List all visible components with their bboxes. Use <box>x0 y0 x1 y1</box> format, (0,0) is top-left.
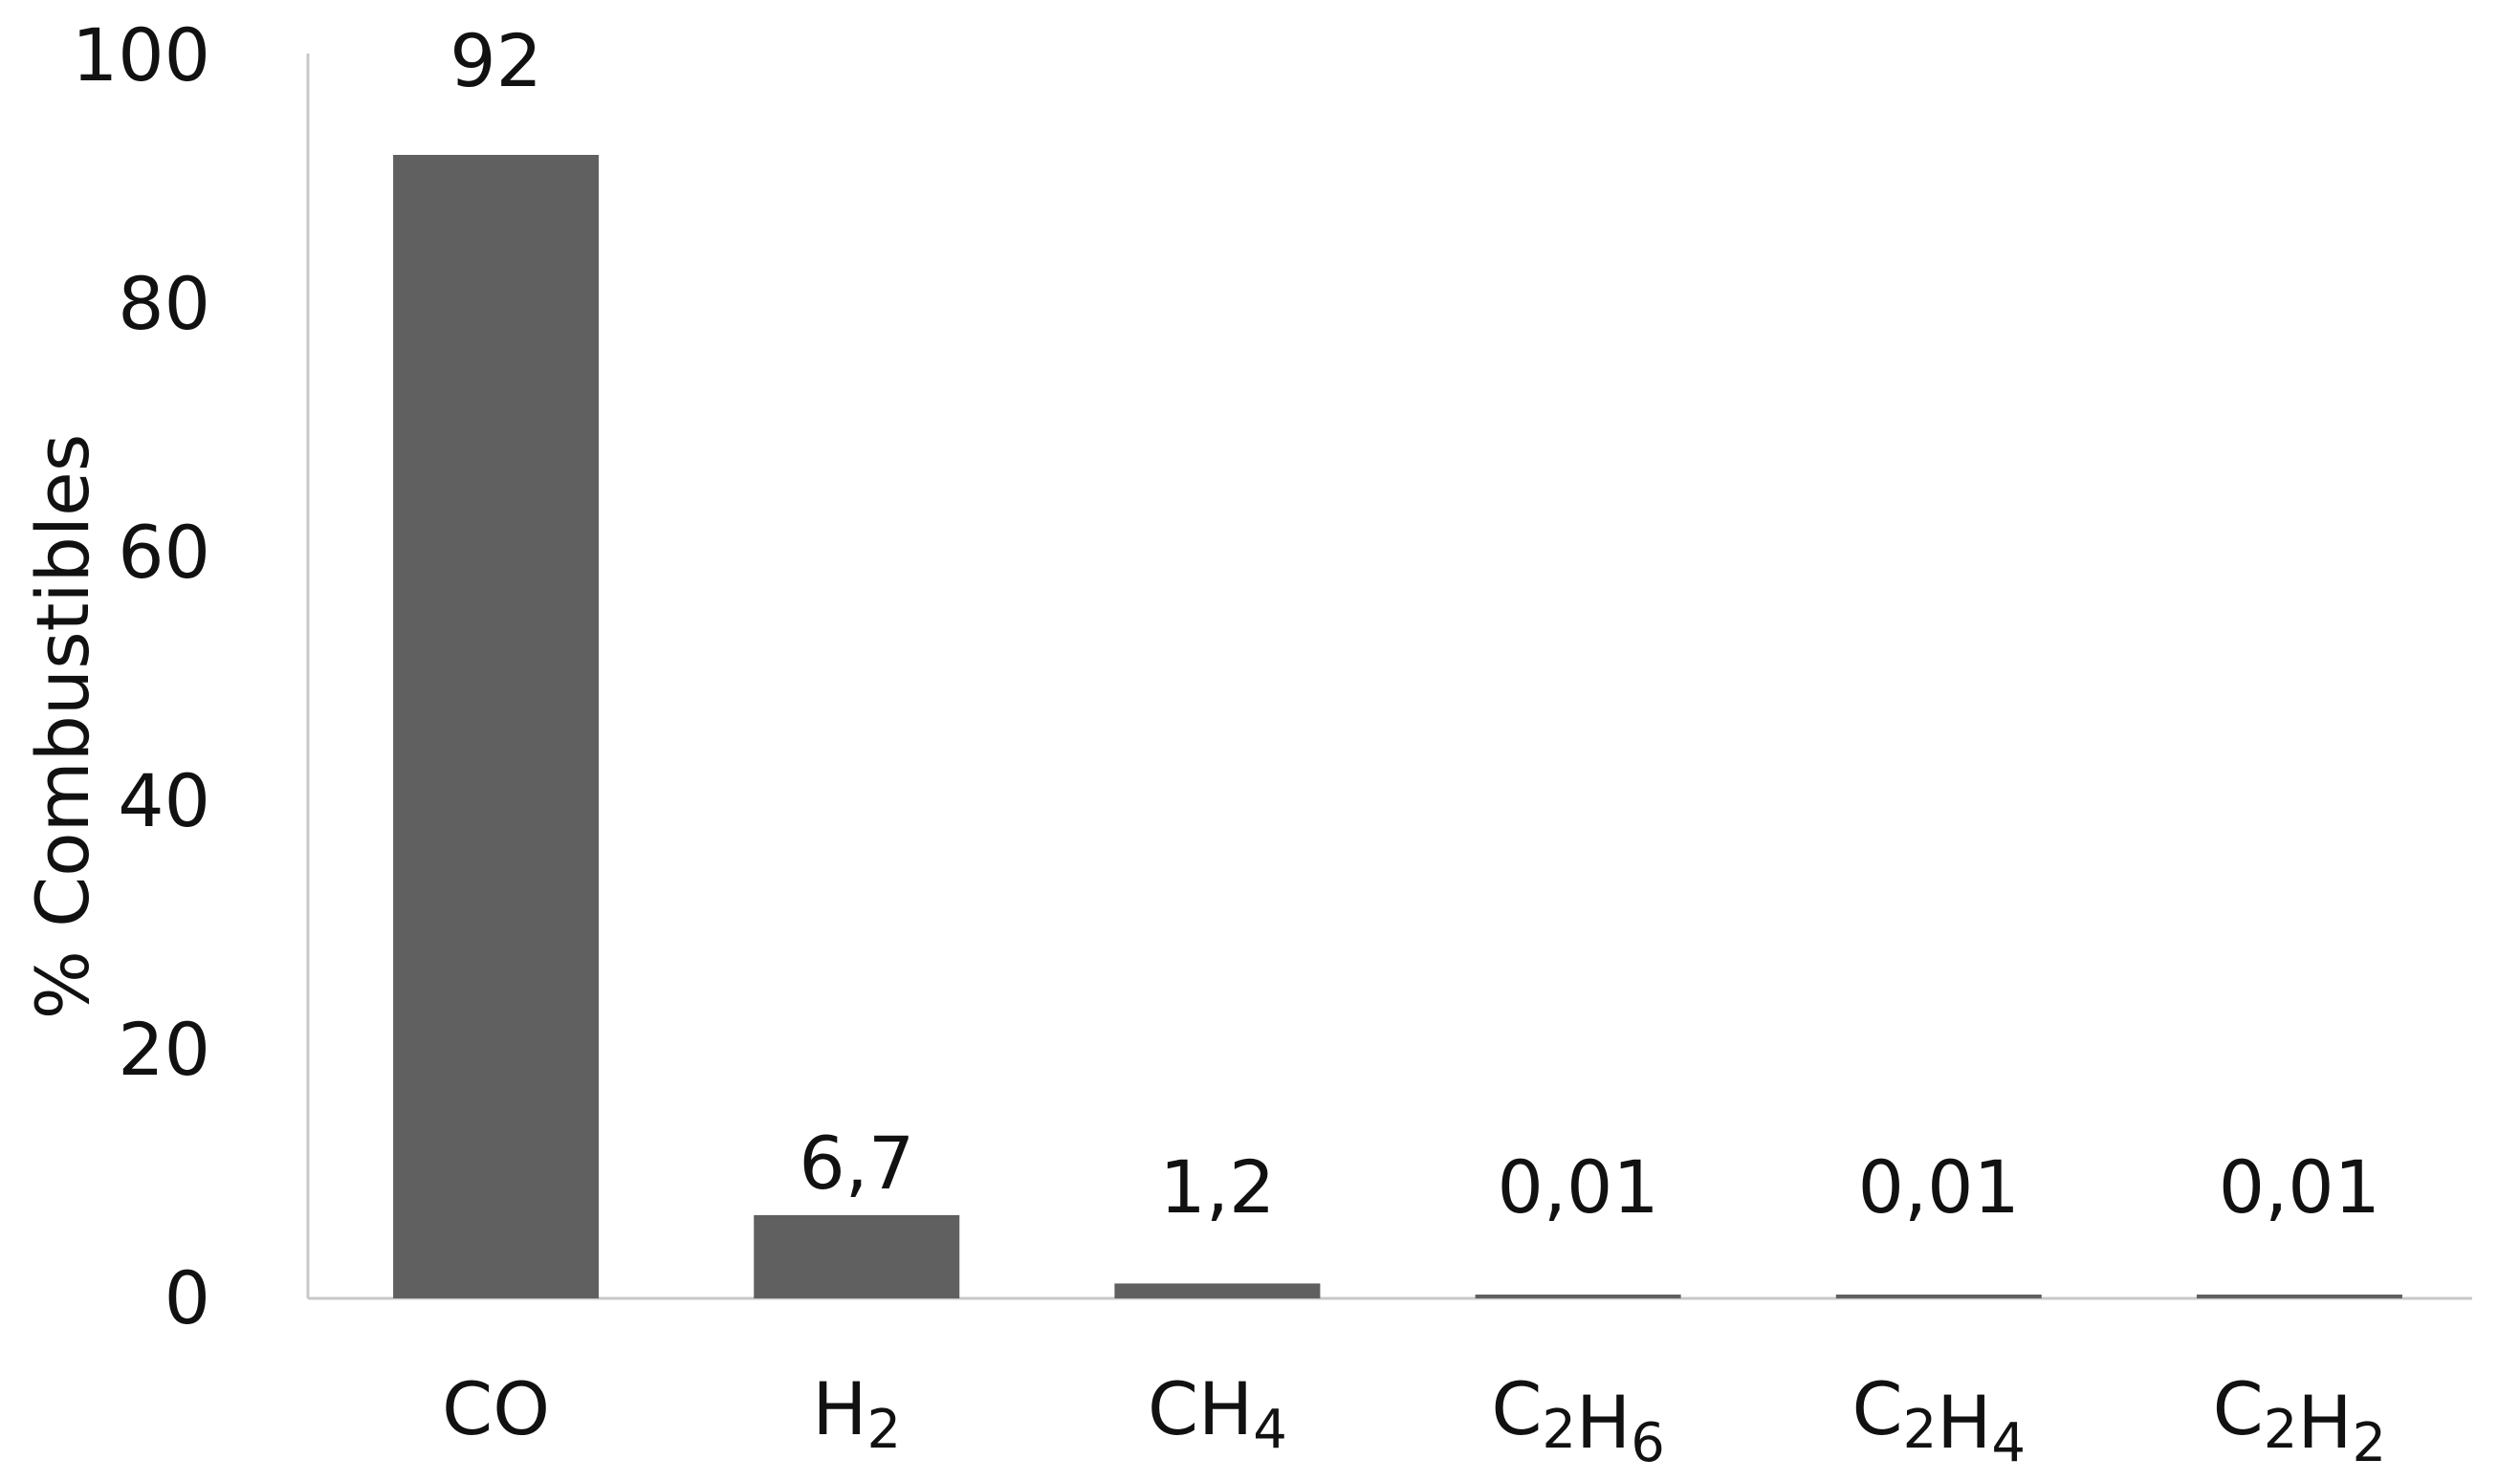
data-label: 1,2 <box>1159 1144 1275 1230</box>
y-axis-title-group: % Combustibles <box>20 434 105 1020</box>
y-tick-label: 100 <box>72 12 210 98</box>
bar-c2h2 <box>2196 1295 2402 1298</box>
y-tick-label: 60 <box>118 510 210 595</box>
data-label: 92 <box>449 18 542 103</box>
axes <box>306 54 2472 1300</box>
y-tick-labels: 0 20 40 60 80 100 <box>72 12 210 1340</box>
data-label: 0,01 <box>1858 1144 2020 1230</box>
x-tick-label: H2 <box>812 1366 901 1461</box>
x-tick-label: CO <box>442 1366 550 1451</box>
x-tick-label: C2H6 <box>1491 1366 1665 1474</box>
data-label: 6,7 <box>799 1121 914 1206</box>
x-tick-label: C2H2 <box>2213 1366 2387 1474</box>
y-tick-label: 20 <box>118 1007 210 1092</box>
data-label: 0,01 <box>1497 1144 1658 1230</box>
y-tick-label: 40 <box>118 758 210 843</box>
category-labels: CO H2 CH4 C2H6 C2H4 C2H2 <box>442 1366 2386 1474</box>
data-label: 0,01 <box>2219 1144 2380 1230</box>
x-tick-label: CH4 <box>1148 1366 1287 1461</box>
bar-c2h6 <box>1475 1295 1681 1298</box>
y-tick-label: 0 <box>164 1255 210 1340</box>
bar-ch4 <box>1114 1283 1321 1298</box>
y-axis-title: % Combustibles <box>20 434 105 1020</box>
x-tick-label: C2H4 <box>1852 1366 2026 1474</box>
bar-c2h4 <box>1835 1295 2042 1298</box>
value-labels: 92 6,7 1,2 0,01 0,01 0,01 <box>449 18 2380 1230</box>
bar-co <box>393 155 600 1298</box>
bar-h2 <box>754 1214 960 1298</box>
bars <box>393 155 2402 1298</box>
y-tick-label: 80 <box>118 261 210 346</box>
